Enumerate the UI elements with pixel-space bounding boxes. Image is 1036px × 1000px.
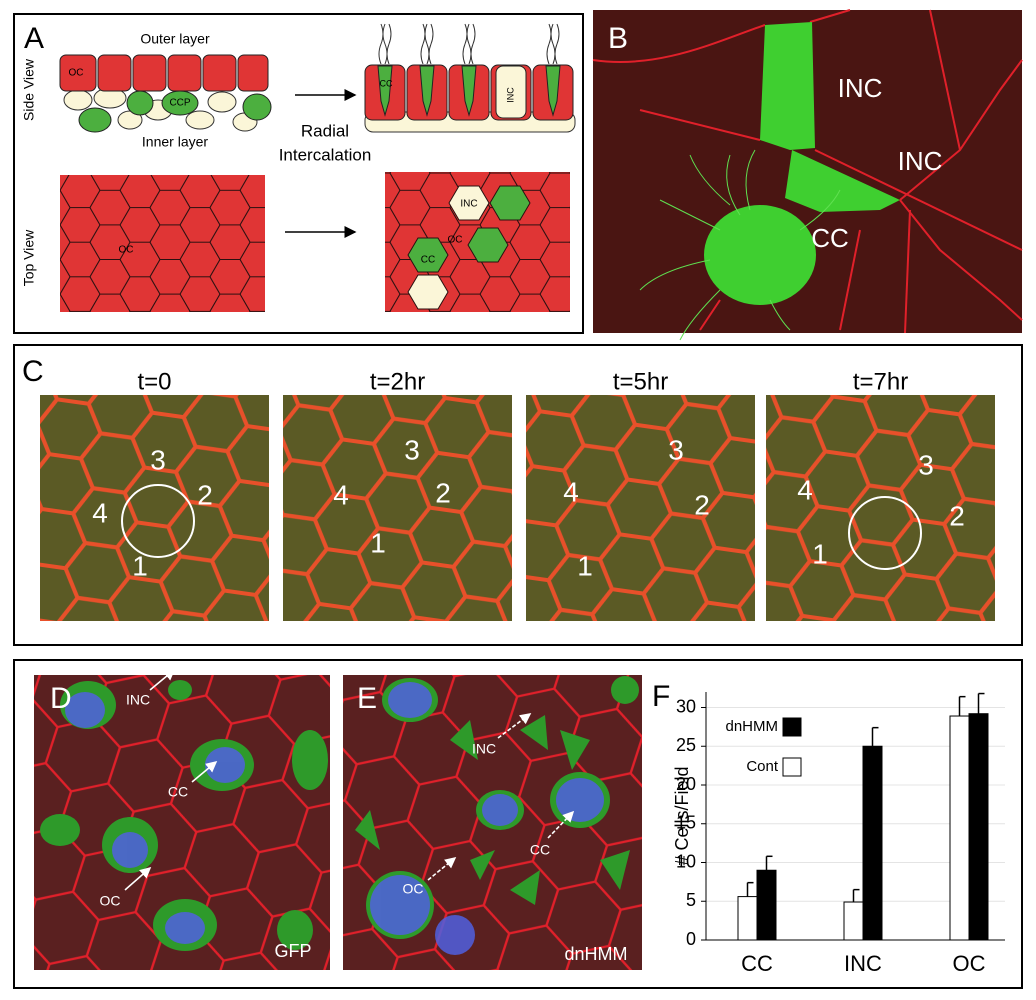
top-view-label: Top View [21, 229, 37, 286]
panel-a: A Side View Top View Outer layer Inner l… [13, 13, 584, 334]
cell-label: INC [472, 741, 496, 757]
cell-label: OC [119, 245, 134, 256]
y-tick-label: 0 [686, 929, 696, 949]
cells-d [40, 680, 328, 951]
top-view-grid [60, 175, 265, 312]
x-tick-label: OC [953, 951, 986, 976]
green-cells [78, 90, 272, 133]
panel-label: E [357, 682, 377, 715]
outer-layer [59, 54, 269, 92]
panel-label: F [652, 680, 670, 713]
cell-number: 2 [435, 477, 451, 508]
highlight-circle [121, 484, 195, 558]
panel-label: D [50, 682, 72, 715]
arrow-label: Radial [301, 121, 349, 140]
cell-label: OC [100, 893, 121, 909]
legend-swatch [782, 757, 802, 777]
outer-layer-label: Outer layer [140, 31, 210, 47]
cell-label: INC [126, 692, 150, 708]
bar [862, 745, 883, 941]
arrow-label: Intercalation [279, 145, 372, 164]
cell-number: 2 [694, 489, 710, 520]
cell-label: CC [168, 784, 188, 800]
y-tick-label: 15 [676, 813, 696, 833]
bar [756, 869, 777, 941]
cell-number: 2 [197, 479, 213, 510]
cell-label: CC [421, 255, 435, 266]
time-label: t=2hr [370, 368, 425, 395]
legend-label: dnHMM [725, 718, 778, 735]
y-tick-label: 30 [676, 696, 696, 716]
panel-label: B [608, 22, 628, 55]
bar [843, 901, 864, 941]
cell-label: CC [380, 78, 393, 88]
cells-e [355, 676, 639, 955]
cell-number: 1 [370, 527, 386, 558]
micrograph [283, 395, 512, 621]
top-view-special [407, 185, 531, 310]
cell-number: 1 [577, 550, 593, 581]
cell-label: INC [898, 146, 943, 176]
highlight-circle [848, 496, 922, 570]
cell-number: 1 [132, 550, 148, 581]
legend-label: Cont [746, 758, 779, 775]
cell-label: OC [448, 235, 463, 246]
cell-number: 1 [812, 538, 828, 569]
cell-number: 3 [918, 449, 934, 480]
bar-chart: 0 5 10 15 20 25 30 CC INC OC dnHMM Cont [676, 692, 1005, 976]
cell-borders [592, 9, 1023, 334]
cell-number: 4 [797, 474, 813, 505]
cell-label: INC [505, 87, 515, 103]
time-label: t=7hr [853, 368, 908, 395]
cell-label: CC [811, 223, 849, 253]
y-tick-label: 5 [686, 890, 696, 910]
micrograph [526, 395, 755, 621]
y-tick-label: 20 [676, 774, 696, 794]
cell-label: OC [69, 68, 84, 79]
cell-number: 3 [668, 434, 684, 465]
x-tick-label: INC [844, 951, 882, 976]
legend-swatch [782, 717, 802, 737]
cell-number: 3 [150, 444, 166, 475]
time-label: t=5hr [613, 368, 668, 395]
bar [949, 715, 970, 941]
cell-label: INC [460, 199, 477, 210]
time-label: t=0 [137, 368, 171, 395]
condition-label: GFP [274, 941, 311, 961]
cell-label: INC [838, 73, 883, 103]
arrows [124, 668, 575, 891]
cell-number: 4 [563, 476, 579, 507]
cell-label: CCP [169, 98, 190, 109]
bar [968, 713, 989, 941]
panel-label: C [22, 355, 44, 388]
cell-number: 3 [404, 434, 420, 465]
y-tick-label: 25 [676, 735, 696, 755]
micrograph [766, 395, 995, 621]
side-view-label: Side View [21, 58, 37, 121]
panel-label: A [24, 22, 44, 55]
micrograph [40, 395, 269, 621]
y-tick-label: 10 [676, 851, 696, 871]
side-after [364, 23, 576, 133]
cell-label: CC [530, 842, 550, 858]
cell-number: 4 [92, 497, 108, 528]
condition-label: dnHMM [564, 944, 627, 964]
panel-b: B INC INC CC [592, 9, 1023, 341]
cell-number: 2 [949, 500, 965, 531]
cell-number: 4 [333, 479, 349, 510]
inner-layer-label: Inner layer [142, 134, 208, 150]
x-tick-label: CC [741, 951, 773, 976]
y-axis-label: # Cells/Field [672, 766, 692, 865]
green-cells [704, 22, 900, 305]
bar [737, 896, 758, 941]
cilia [639, 149, 841, 341]
cell-label: OC [403, 881, 424, 897]
